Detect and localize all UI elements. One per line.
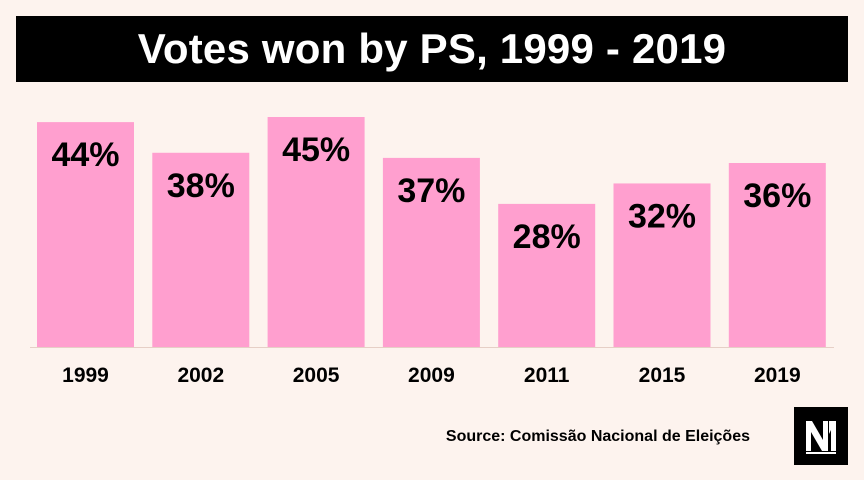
x-tick-label-2005: 2005 (293, 364, 340, 387)
bar-chart: 44% 38% 45% 37% 28% 32% 36% 1999 2002 2005 2009 20… (30, 117, 834, 387)
bar-2002 (152, 152, 250, 347)
bar-1999 (37, 122, 134, 347)
x-tick-label-2011: 2011 (524, 364, 570, 387)
data-label-1999: 44% (51, 136, 119, 174)
data-label-2009: 37% (397, 172, 465, 210)
nm-logo-icon (794, 407, 848, 465)
x-tick-label-2019: 2019 (754, 364, 801, 387)
x-tick-label-2002: 2002 (177, 364, 224, 387)
bar-2011 (498, 203, 596, 347)
data-label-2015: 32% (628, 197, 696, 235)
data-label-2011: 28% (513, 218, 581, 256)
x-tick-labels-group: 1999 2002 2005 2009 2011 2015 2019 (62, 364, 801, 387)
bar-2005 (267, 117, 365, 347)
x-tick-label-2015: 2015 (639, 364, 686, 387)
data-label-2019: 36% (743, 177, 811, 215)
source-note: Source: Comissão Nacional de Eleições (445, 428, 750, 445)
x-tick-label-1999: 1999 (62, 364, 109, 387)
bar-2009 (382, 157, 480, 347)
bar-2015 (613, 183, 711, 347)
nm-logo-glyph (806, 421, 836, 454)
data-label-2002: 38% (167, 167, 235, 205)
x-tick-label-2009: 2009 (408, 364, 455, 387)
bar-2019 (728, 163, 826, 347)
bars-group (37, 117, 826, 347)
data-labels-group: 44% 38% 45% 37% 28% 32% 36% (51, 131, 811, 256)
chart-title: Votes won by PS, 1999 - 2019 (16, 16, 848, 82)
data-label-2005: 45% (282, 131, 350, 169)
